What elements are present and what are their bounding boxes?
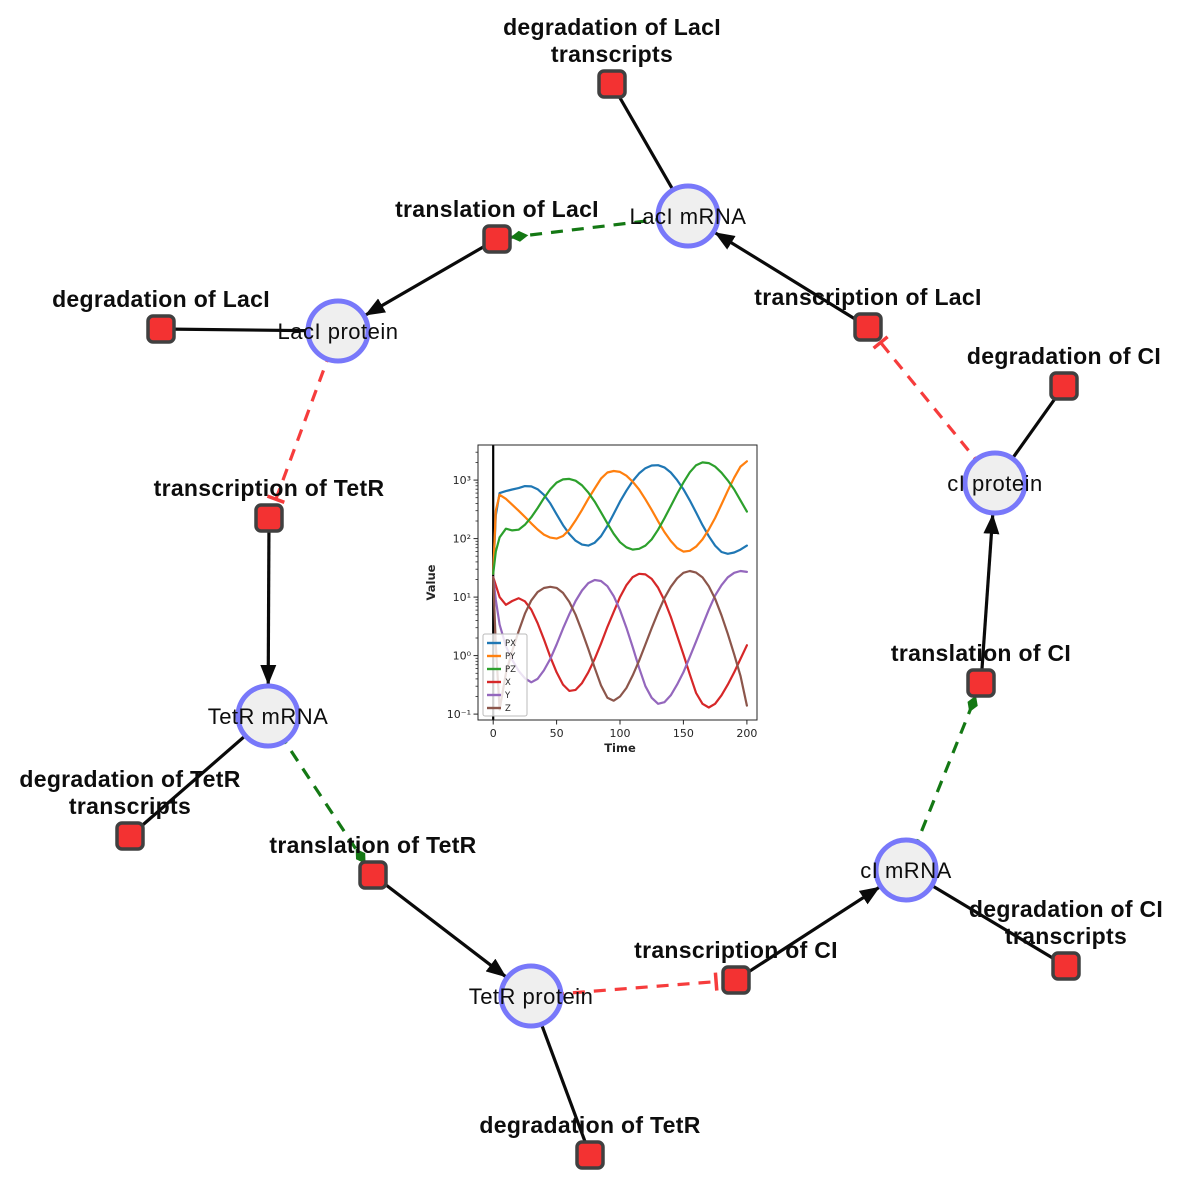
edge-production-translation-tetr-to-tetr-protein: [372, 873, 508, 979]
edges-layer: [128, 83, 1067, 1156]
reaction-label-degradation-ci-line0: degradation of CI: [967, 343, 1161, 369]
species-node-tetr-protein[interactable]: [498, 963, 564, 1029]
time-series-plot: 10⁻¹ 10⁰ 10¹ 10² 10³ 0 50 100 150 200 Time Value PX P…: [424, 444, 758, 755]
reaction-node-degradation-laci[interactable]: [146, 314, 176, 344]
legend-label-Z: Z: [505, 704, 511, 714]
reaction-node-translation-tetr[interactable]: [358, 860, 388, 890]
edge-production-translation-ci-to-ci-protein: [979, 513, 1000, 684]
x-tick-label: 100: [610, 727, 631, 740]
y-tick-label: 10⁰: [453, 650, 472, 663]
reaction-node-transcription-tetr[interactable]: [254, 503, 284, 533]
reaction-node-degradation-tetr-transcripts[interactable]: [115, 821, 145, 851]
plot-frame: [477, 444, 758, 721]
species-node-laci-mrna[interactable]: [655, 183, 721, 249]
y-tick-label: 10⁻¹: [447, 708, 471, 721]
reaction-node-degradation-laci-transcripts[interactable]: [597, 69, 627, 99]
x-axis-label: Time: [604, 741, 636, 755]
reaction-label-degradation-tetr-transcripts-line0: degradation of TetR: [19, 766, 240, 792]
reaction-label-transcription-ci-line0: transcription of CI: [634, 937, 838, 963]
reaction-label-translation-laci-line0: translation of LacI: [395, 196, 599, 222]
series-PX: [492, 464, 748, 575]
reaction-node-translation-laci[interactable]: [482, 224, 512, 254]
edge-production-transcription-laci-to-laci-mrna: [713, 230, 869, 329]
reaction-label-degradation-ci-transcripts-line0: degradation of CI: [969, 896, 1163, 922]
edge-production-transcription-tetr-to-tetr-mrna: [260, 517, 277, 686]
reaction-node-degradation-ci[interactable]: [1049, 371, 1079, 401]
y-tick-label: 10²: [453, 533, 471, 546]
x-tick-label: 0: [490, 727, 497, 740]
x-tick-label: 50: [550, 727, 564, 740]
reaction-node-transcription-laci[interactable]: [853, 312, 883, 342]
reaction-node-transcription-ci[interactable]: [721, 965, 751, 995]
species-node-tetr-mrna[interactable]: [235, 683, 301, 749]
reaction-label-transcription-tetr-line0: transcription of TetR: [154, 475, 385, 501]
reaction-label-transcription-laci-line0: transcription of LacI: [754, 284, 981, 310]
species-label-ci-protein: cI protein: [947, 471, 1043, 496]
reaction-label-translation-tetr-line0: translation of TetR: [269, 832, 476, 858]
species-label-tetr-protein: TetR protein: [469, 984, 594, 1009]
reaction-label-degradation-tetr-line0: degradation of TetR: [479, 1112, 700, 1138]
series-PZ: [492, 461, 748, 575]
legend-label-PX: PX: [505, 639, 516, 649]
species-node-ci-mrna[interactable]: [873, 837, 939, 903]
series-Z: [492, 569, 748, 711]
species-node-laci-protein[interactable]: [305, 298, 371, 364]
edge-production-transcription-ci-to-ci-mrna: [735, 885, 881, 982]
reaction-node-translation-ci[interactable]: [966, 668, 996, 698]
species-label-ci-mrna: cI mRNA: [860, 858, 952, 883]
y-axis-label: Value: [424, 564, 438, 600]
y-tick-label: 10¹: [453, 591, 471, 604]
species-label-laci-protein: LacI protein: [278, 319, 399, 344]
legend-label-PZ: PZ: [505, 665, 516, 675]
reaction-label-translation-ci-line0: translation of CI: [891, 640, 1071, 666]
reaction-label-degradation-tetr-transcripts-line1: transcripts: [69, 793, 191, 819]
edge-production-translation-laci-to-laci-protein: [363, 237, 498, 317]
legend-label-Y: Y: [504, 691, 511, 701]
series-Y: [492, 569, 748, 705]
series-X: [492, 572, 748, 709]
labels-layer: LacI mRNA LacI protein TetR mRNA TetR prote…: [19, 14, 1163, 1138]
x-tick-label: 200: [736, 727, 757, 740]
series-PY: [492, 460, 748, 575]
reaction-label-degradation-ci-transcripts-line1: transcripts: [1005, 923, 1127, 949]
species-node-ci-protein[interactable]: [962, 450, 1028, 516]
x-tick-label: 150: [673, 727, 694, 740]
nodes-layer: [115, 69, 1081, 1170]
legend-label-PY: PY: [505, 652, 516, 662]
reaction-node-degradation-ci-transcripts[interactable]: [1051, 951, 1081, 981]
species-label-tetr-mrna: TetR mRNA: [208, 704, 329, 729]
species-label-laci-mrna: LacI mRNA: [630, 204, 747, 229]
reaction-label-degradation-laci-transcripts-line1: transcripts: [551, 41, 673, 67]
y-tick-label: 10³: [453, 474, 471, 487]
reaction-label-degradation-laci-transcripts-line0: degradation of LacI: [503, 14, 721, 40]
legend-label-X: X: [505, 678, 511, 688]
reaction-label-degradation-laci-line0: degradation of LacI: [52, 286, 270, 312]
reaction-node-degradation-tetr[interactable]: [575, 1140, 605, 1170]
